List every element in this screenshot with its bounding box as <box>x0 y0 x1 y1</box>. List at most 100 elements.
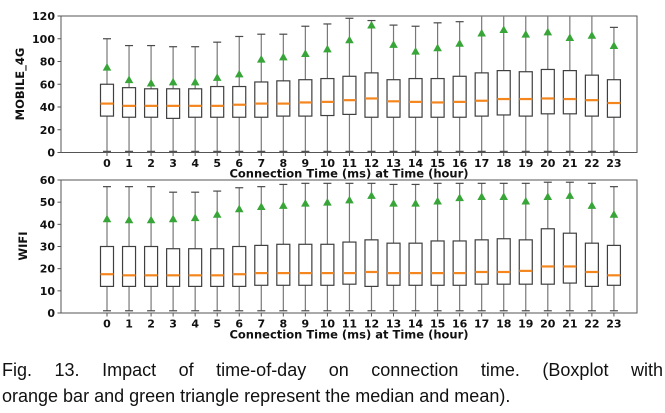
wifi-x-tick-label: 13 <box>386 318 401 331</box>
mobile_4g-x-tick-label: 5 <box>213 157 221 170</box>
wifi-x-tick-label: 1 <box>125 318 133 331</box>
mobile4g-yaxis-title: MOBILE_4G <box>13 48 28 121</box>
mean-triangle-marker <box>102 62 112 71</box>
mean-triangle-marker <box>146 215 156 224</box>
mean-triangle-marker <box>499 25 509 34</box>
wifi-x-tick-label: 14 <box>408 318 424 331</box>
mobile_4g-boxplot-hour-13 <box>386 24 401 152</box>
iqr-box <box>408 242 423 286</box>
wifi-x-tick-label: 22 <box>584 318 599 331</box>
mobile_4g-x-tick-label: 19 <box>518 157 533 170</box>
wifi-x-tick-label: 8 <box>279 318 287 331</box>
wifi-x-tick-label: 2 <box>147 318 155 331</box>
mean-triangle-marker <box>587 31 597 39</box>
iqr-box <box>496 69 511 116</box>
mobile_4g-boxplot-hour-14 <box>408 25 423 152</box>
mobile_4g-x-tick-label: 21 <box>562 157 577 170</box>
mean-triangle-marker <box>345 35 354 44</box>
wifi-x-tick-label: 19 <box>518 318 533 331</box>
mobile_4g-boxplot-hour-2 <box>143 44 159 152</box>
mean-triangle-marker <box>411 199 420 207</box>
mean-triangle-marker <box>168 214 178 223</box>
wifi-boxplot-hour-14 <box>408 183 423 312</box>
mean-triangle-marker <box>543 192 553 201</box>
wifi-x-tick-label: 21 <box>562 318 577 331</box>
iqr-box <box>276 80 291 117</box>
mobile_4g-boxplot-hour-9 <box>298 25 313 152</box>
mobile_4g-y-tick-label: 80 <box>40 56 56 69</box>
iqr-box <box>430 77 445 118</box>
mobile_4g-boxplot-hour-1 <box>121 44 137 152</box>
mobile_4g-x-tick-label: 0 <box>103 157 111 170</box>
iqr-box <box>121 87 137 118</box>
mean-triangle-marker <box>389 40 398 48</box>
iqr-box <box>518 239 533 285</box>
mobile_4g-x-tick-label: 1 <box>125 157 133 170</box>
wifi-boxplot-hour-0 <box>99 186 115 312</box>
wifi-boxplot-hour-8 <box>276 183 291 312</box>
wifi-boxplot-hour-1 <box>121 186 137 312</box>
mobile_4g-x-tick-label: 16 <box>452 157 468 170</box>
mobile_4g-x-tick-label: 4 <box>191 157 199 170</box>
wifi-boxplot-hour-15 <box>430 182 445 312</box>
iqr-box <box>584 242 599 288</box>
iqr-box <box>99 83 115 117</box>
mean-triangle-marker <box>190 213 200 222</box>
mean-triangle-marker <box>279 201 288 209</box>
iqr-box <box>166 88 181 119</box>
iqr-box <box>298 79 313 117</box>
wifi-x-tick-label: 23 <box>606 318 621 331</box>
wifi-boxplot-hour-16 <box>452 182 467 312</box>
wifi-x-tick-label: 4 <box>191 318 199 331</box>
wifi-y-tick-label: 60 <box>40 174 56 187</box>
mean-triangle-marker <box>367 191 376 199</box>
wifi-x-tick-label: 16 <box>452 318 468 331</box>
wifi-x-tick-label: 10 <box>320 318 336 331</box>
mobile_4g-boxplot-hour-23 <box>606 26 622 152</box>
iqr-box <box>188 88 203 118</box>
mobile_4g-x-tick-label: 2 <box>147 157 155 170</box>
iqr-box <box>540 68 555 115</box>
wifi-boxplot-hour-22 <box>584 182 599 312</box>
iqr-box <box>606 79 622 118</box>
iqr-box <box>254 81 269 118</box>
iqr-box <box>386 242 401 286</box>
mobile_4g-boxplot-hour-3 <box>166 46 181 152</box>
wifi-x-tick-label: 3 <box>169 318 177 331</box>
iqr-box <box>606 244 622 286</box>
mean-triangle-marker <box>345 195 354 204</box>
mobile_4g-boxplot-hour-19 <box>518 16 533 152</box>
figure-caption: Fig. 13. Impact of time-of-day on connec… <box>2 357 663 409</box>
mean-triangle-marker <box>124 215 134 224</box>
wifi-boxplot-hour-9 <box>298 182 313 312</box>
caption-line-1: Fig. 13. Impact of time-of-day on connec… <box>2 360 663 380</box>
mean-triangle-marker <box>521 196 531 205</box>
wifi-boxplot-hour-11 <box>342 182 357 312</box>
mobile_4g-boxplot-hour-18 <box>496 16 511 152</box>
mean-triangle-marker <box>543 27 553 36</box>
iqr-box <box>210 85 225 118</box>
mobile_4g-boxplot-hour-22 <box>584 16 599 152</box>
mobile_4g-x-tick-label: 8 <box>279 157 287 170</box>
iqr-box <box>474 72 489 117</box>
mobile_4g-x-tick-label: 12 <box>364 157 379 170</box>
mobile_4g-boxplot-hour-20 <box>540 16 555 152</box>
iqr-box <box>188 248 203 287</box>
mobile_4g-boxplot-hour-6 <box>232 35 247 152</box>
mobile_4g-boxplot-hour-10 <box>320 23 335 152</box>
mean-triangle-marker <box>124 75 134 84</box>
mean-triangle-marker <box>609 41 619 49</box>
iqr-box <box>121 245 137 288</box>
mobile_4g-boxplot-hour-5 <box>210 41 225 152</box>
mobile_4g-y-tick-label: 60 <box>40 78 56 91</box>
mean-triangle-marker <box>102 214 112 223</box>
mobile_4g-boxplot-hour-7 <box>254 33 269 152</box>
iqr-box <box>386 79 401 118</box>
wifi-boxplot-hour-20 <box>540 181 555 312</box>
mean-triangle-marker <box>455 39 464 47</box>
iqr-box <box>143 245 159 288</box>
wifi-x-tick-label: 12 <box>364 318 379 331</box>
